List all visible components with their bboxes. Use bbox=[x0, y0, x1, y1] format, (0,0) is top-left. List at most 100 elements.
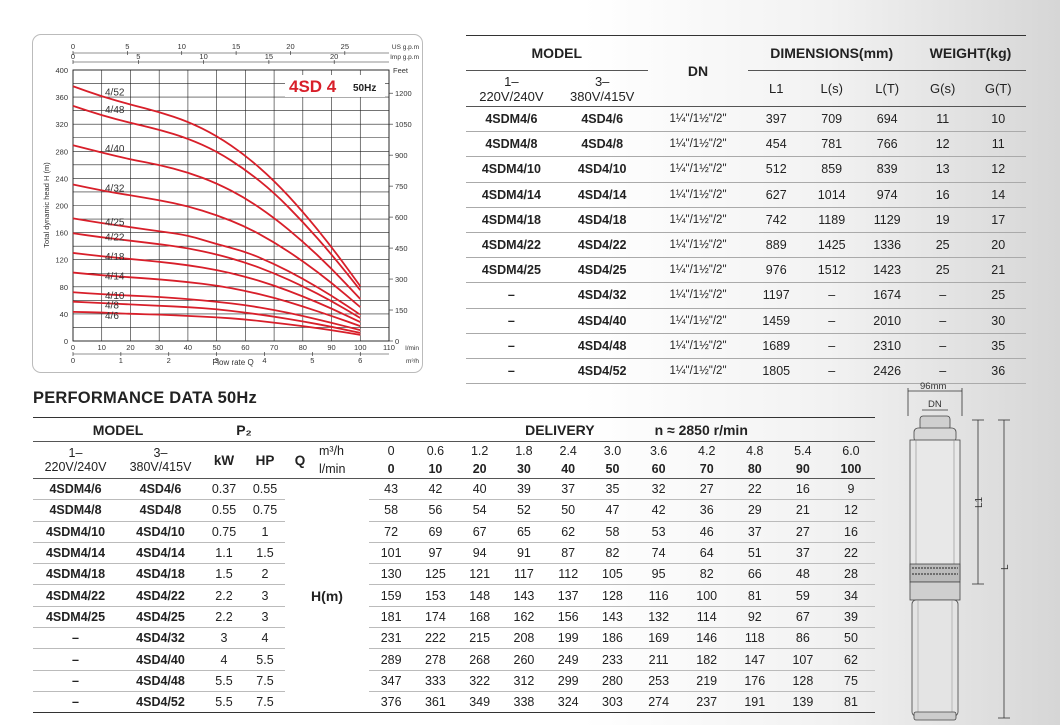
right-tick-label: 750 bbox=[395, 182, 408, 191]
perf-head-value: 130 bbox=[369, 563, 414, 586]
perf-head-value: 208 bbox=[501, 627, 547, 650]
left-tick-label: 280 bbox=[55, 147, 68, 156]
perf-hp: 3 bbox=[245, 606, 285, 629]
dim-cell-m3: 4SD4/14 bbox=[556, 182, 648, 208]
dim-cell-ls: 1512 bbox=[803, 257, 860, 284]
curve-label: 4/8 bbox=[105, 301, 119, 312]
right-tick-label: 600 bbox=[395, 213, 408, 222]
perf-head-value: 67 bbox=[457, 521, 502, 543]
dim-cell-l1: 976 bbox=[748, 257, 804, 284]
perf-head-value: 34 bbox=[826, 584, 875, 607]
lmin-tick-label: 90 bbox=[327, 343, 335, 352]
m3h-tick-label: 4 bbox=[262, 356, 266, 365]
perf-model-1ph: 4SDM4/6 bbox=[33, 478, 118, 501]
perf-head-value: 211 bbox=[634, 648, 683, 671]
perf-head-value: 81 bbox=[826, 691, 875, 714]
dim-table-row: 4SDM4/6 4SD4/6 1¼"/1½"/2" 397 709 694 11 10 bbox=[466, 106, 1026, 133]
perf-head-value: 143 bbox=[590, 606, 635, 629]
perf-hp: 2 bbox=[245, 563, 285, 586]
perf-q-lmin: 100 bbox=[826, 460, 875, 479]
left-tick-label: 320 bbox=[55, 120, 68, 129]
perf-head-value: 48 bbox=[778, 563, 827, 586]
perf-head-value: 9 bbox=[826, 478, 875, 501]
perf-head-value: 94 bbox=[457, 542, 502, 565]
perf-head-value: 117 bbox=[501, 563, 547, 586]
perf-head-value: 58 bbox=[590, 521, 635, 543]
perf-q-lmin: 0 bbox=[369, 460, 414, 479]
dim-cell-m1: 4SDM4/6 bbox=[466, 106, 557, 133]
perf-head-value: 376 bbox=[369, 691, 414, 714]
dim-cell-lt: 1129 bbox=[859, 207, 915, 233]
curve-label: 4/18 bbox=[105, 252, 125, 263]
dim-cell-ls: 781 bbox=[803, 131, 860, 158]
perf-head-value: 278 bbox=[413, 648, 458, 671]
us-tick-label: 20 bbox=[286, 42, 294, 51]
perf-kw: 0.75 bbox=[203, 521, 245, 543]
perf-table-row: 4SDM4/25 4SD4/25 2.2 3 181 174 168 162 156 143 132… bbox=[33, 606, 875, 629]
perf-q-lmin: 80 bbox=[730, 460, 779, 479]
perf-table-row: 4SDM4/8 4SD4/8 0.55 0.75 58 56 54 52 50 47 42 36 29 2… bbox=[33, 499, 875, 522]
perf-head-value: 62 bbox=[826, 648, 875, 671]
dim-cell-dn: 1¼"/1½"/2" bbox=[647, 131, 749, 158]
imp-tick-label: 0 bbox=[71, 52, 75, 61]
perf-head-value: 64 bbox=[682, 542, 731, 565]
us-tick-label: 10 bbox=[178, 42, 186, 51]
dim-cell-m1: – bbox=[466, 358, 557, 385]
perf-head-value: 233 bbox=[590, 648, 635, 671]
imp-tick-label: 5 bbox=[136, 52, 140, 61]
m3h-units-label: m³/h bbox=[406, 358, 419, 365]
right-tick-label: 1050 bbox=[395, 120, 412, 129]
perf-head-value: 42 bbox=[413, 478, 458, 501]
dim-dn-header: DN bbox=[647, 35, 749, 107]
lmin-tick-label: 80 bbox=[299, 343, 307, 352]
perf-head-value: 50 bbox=[546, 499, 591, 522]
dim-cell-gs: 12 bbox=[914, 131, 971, 158]
perf-kw: 5.5 bbox=[203, 691, 245, 714]
dim-3ph-header: 3– 380V/415V bbox=[556, 70, 648, 107]
perf-head-value: 237 bbox=[682, 691, 731, 714]
dim-cell-dn: 1¼"/1½"/2" bbox=[647, 232, 749, 259]
dim-cell-m1: 4SDM4/18 bbox=[466, 207, 557, 233]
left-tick-label: 360 bbox=[55, 93, 68, 102]
right-tick-label: 300 bbox=[395, 275, 408, 284]
perf-head-value: 46 bbox=[682, 521, 731, 543]
perf-head-value: 62 bbox=[546, 521, 591, 543]
lmin-tick-label: 30 bbox=[155, 343, 163, 352]
perf-head-value: 174 bbox=[413, 606, 458, 629]
curve-4-25 bbox=[72, 217, 361, 316]
perf-q-m3h: 1.8 bbox=[515, 444, 533, 458]
dim-table-row: 4SDM4/22 4SD4/22 1¼"/1½"/2" 889 1425 1336 25 20 bbox=[466, 232, 1026, 259]
curve-4-10 bbox=[72, 291, 361, 332]
left-tick-label: 240 bbox=[55, 174, 68, 183]
perf-speed-header: n ≈ 2850 r/min bbox=[634, 417, 875, 442]
dim-cell-l1: 1197 bbox=[748, 282, 804, 309]
dim-cell-gt: 20 bbox=[970, 232, 1026, 259]
perf-head-value: 148 bbox=[457, 584, 502, 607]
perf-model-3ph: 4SD4/22 bbox=[118, 584, 203, 607]
perf-head-value: 29 bbox=[730, 499, 779, 522]
lmin-tick-label: 0 bbox=[71, 343, 75, 352]
perf-model-3ph: 4SD4/40 bbox=[118, 648, 203, 671]
dim-cell-lt: 1423 bbox=[859, 257, 915, 284]
curve-4-48 bbox=[72, 105, 361, 291]
perf-head-value: 322 bbox=[457, 670, 502, 692]
perf-head-value: 52 bbox=[501, 499, 547, 522]
dim-cell-gt: 30 bbox=[970, 308, 1026, 334]
perf-head-value: 299 bbox=[546, 670, 591, 692]
perf-model-3ph: 4SD4/6 bbox=[118, 478, 203, 501]
perf-head-value: 114 bbox=[682, 606, 731, 629]
perf-header-row-3: l/min 0 10 20 30 40 50 60 70 80 90 100 bbox=[33, 460, 875, 479]
perf-head-value: 181 bbox=[369, 606, 414, 629]
dim-cell-l1: 1689 bbox=[748, 333, 804, 359]
perf-head-value: 289 bbox=[369, 648, 414, 671]
perf-head-value: 53 bbox=[634, 521, 683, 543]
dim-cell-lt: 1336 bbox=[859, 232, 915, 259]
perf-head-value: 116 bbox=[634, 584, 683, 607]
dim-cell-gt: 21 bbox=[970, 257, 1026, 284]
perf-head-value: 253 bbox=[634, 670, 683, 692]
dim-cell-m1: 4SDM4/14 bbox=[466, 182, 557, 208]
dim-cell-gt: 35 bbox=[970, 333, 1026, 359]
curve-label: 4/52 bbox=[105, 87, 125, 98]
right-tick-label: 1200 bbox=[395, 89, 412, 98]
dim-cell-lt: 2310 bbox=[859, 333, 915, 359]
